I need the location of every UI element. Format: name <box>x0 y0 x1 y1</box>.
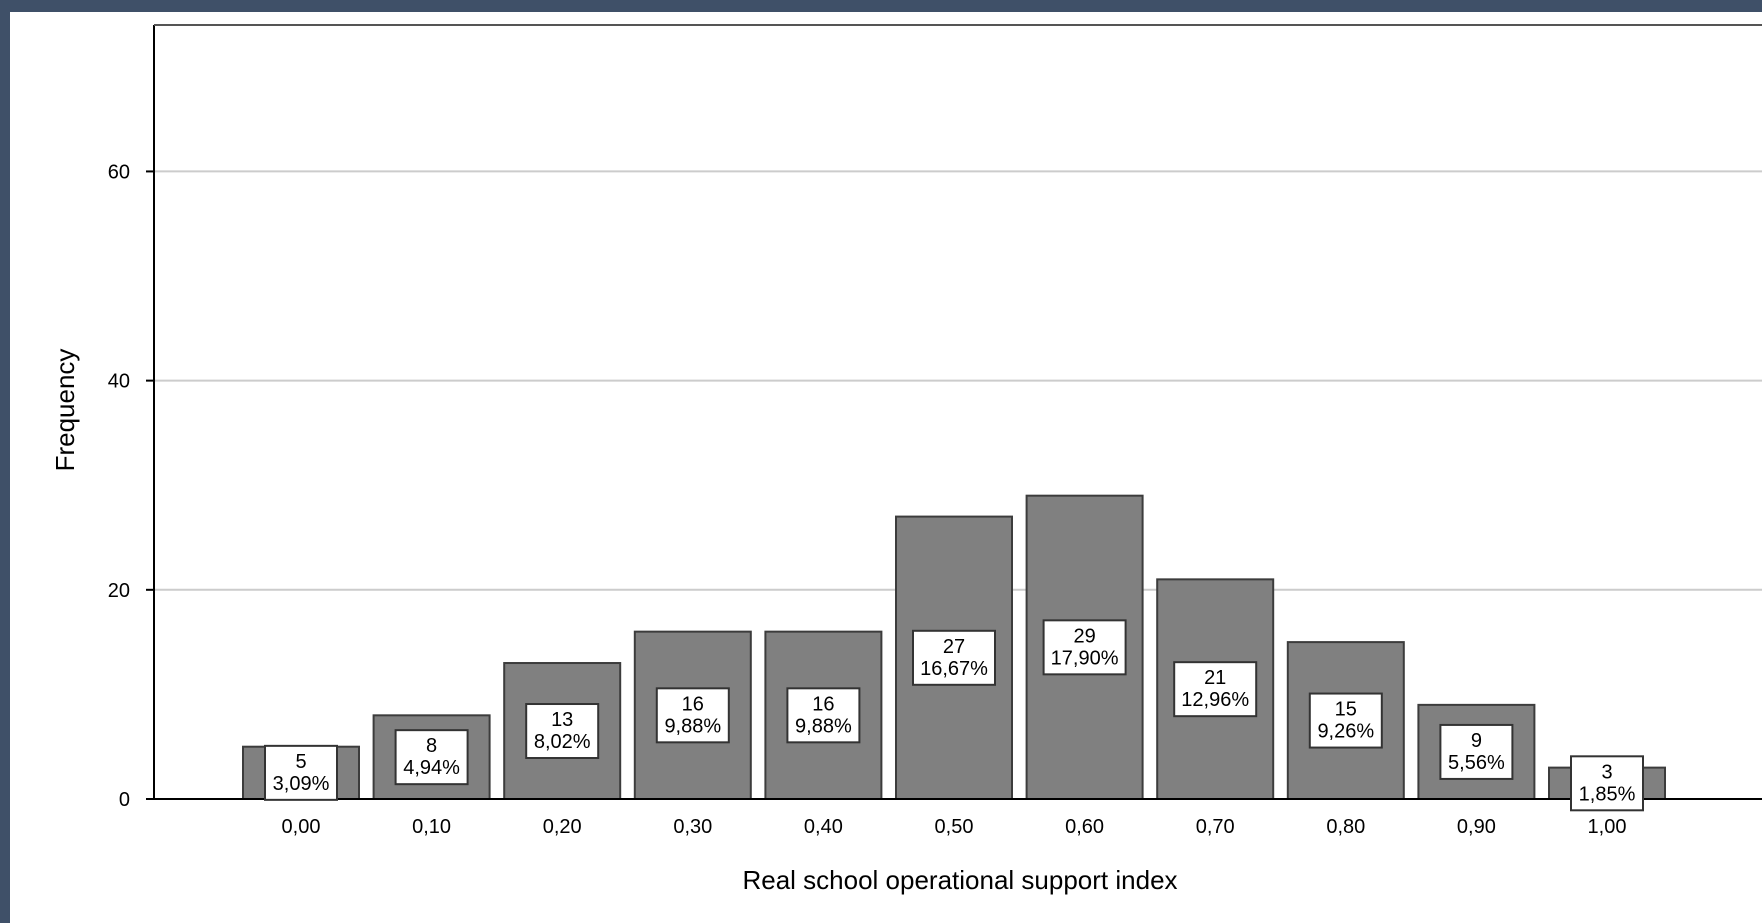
y-tick-label: 0 <box>119 789 130 811</box>
data-label-percent: 16,67% <box>920 658 988 680</box>
x-tick-label: 0,60 <box>1065 816 1104 838</box>
data-label-8: 159,26% <box>1308 692 1383 749</box>
x-tick-label: 0,30 <box>673 816 712 838</box>
data-label-box <box>1308 692 1383 749</box>
data-label-count: 9 <box>1471 730 1482 752</box>
data-label-count: 16 <box>682 693 704 715</box>
data-label-1: 84,94% <box>394 729 469 786</box>
data-label-box <box>1570 755 1644 812</box>
data-label-box <box>1439 723 1514 780</box>
data-label-3: 169,88% <box>655 687 730 744</box>
data-label-count: 13 <box>551 709 573 731</box>
data-label-10: 31,85% <box>1570 755 1644 812</box>
histogram-chart: 0 20 40 60 0,00 0,10 0,20 0,30 0,40 0,50 0,60 0,70… <box>50 24 1762 895</box>
axes <box>153 24 1762 800</box>
y-tick-labels: 0 20 40 60 <box>108 161 154 811</box>
x-tick-label: 0,70 <box>1196 816 1235 838</box>
x-tick-label: 0,00 <box>282 816 321 838</box>
data-label-count: 15 <box>1335 699 1357 721</box>
data-label-box <box>912 629 996 686</box>
data-label-0: 53,09% <box>264 744 338 801</box>
data-label-count: 27 <box>943 636 965 658</box>
data-label-count: 5 <box>295 751 306 773</box>
data-label-4: 169,88% <box>786 687 861 744</box>
x-tick-label: 1,00 <box>1588 816 1627 838</box>
data-label-percent: 8,02% <box>534 731 591 753</box>
x-tick-label: 0,80 <box>1326 816 1365 838</box>
data-label-percent: 3,09% <box>273 773 330 795</box>
data-label-9: 95,56% <box>1439 723 1514 780</box>
x-tick-label: 0,90 <box>1457 816 1496 838</box>
data-label-percent: 1,85% <box>1579 783 1636 805</box>
chart-frame: 0 20 40 60 0,00 0,10 0,20 0,30 0,40 0,50 0,60 0,70… <box>10 12 1762 923</box>
x-tick-label: 0,40 <box>804 816 843 838</box>
data-label-count: 16 <box>812 693 834 715</box>
data-label-percent: 4,94% <box>403 757 460 779</box>
data-label-box <box>655 687 730 744</box>
x-tick-label: 0,50 <box>935 816 974 838</box>
data-label-box <box>525 703 600 760</box>
data-label-count: 8 <box>426 735 437 757</box>
y-tick-label: 40 <box>108 371 130 393</box>
data-label-count: 3 <box>1601 761 1612 783</box>
data-label-percent: 12,96% <box>1181 689 1249 711</box>
data-label-percent: 9,88% <box>795 715 852 737</box>
data-label-count: 21 <box>1204 667 1226 689</box>
data-label-box <box>786 687 861 744</box>
data-label-percent: 5,56% <box>1448 752 1505 774</box>
y-axis-title: Frequency <box>50 349 80 472</box>
data-label-count: 29 <box>1073 625 1095 647</box>
data-label-percent: 9,88% <box>664 715 721 737</box>
y-tick-label: 20 <box>108 580 130 602</box>
data-label-box <box>1042 619 1127 676</box>
x-tick-label: 0,20 <box>543 816 582 838</box>
x-tick-label: 0,10 <box>412 816 451 838</box>
y-tick-label: 60 <box>108 161 130 183</box>
data-label-percent: 17,90% <box>1051 647 1119 669</box>
data-label-box <box>1173 661 1258 718</box>
data-label-2: 138,02% <box>525 703 600 760</box>
x-tick-labels: 0,00 0,10 0,20 0,30 0,40 0,50 0,60 0,70 0,80 0,90… <box>282 816 1627 838</box>
x-axis-title: Real school operational support index <box>742 865 1177 895</box>
data-label-box <box>394 729 469 786</box>
data-label-box <box>264 744 338 801</box>
data-label-percent: 9,26% <box>1317 721 1374 743</box>
data-labels: 53,09%84,94%138,02%169,88%169,88%2716,67… <box>264 619 1644 812</box>
